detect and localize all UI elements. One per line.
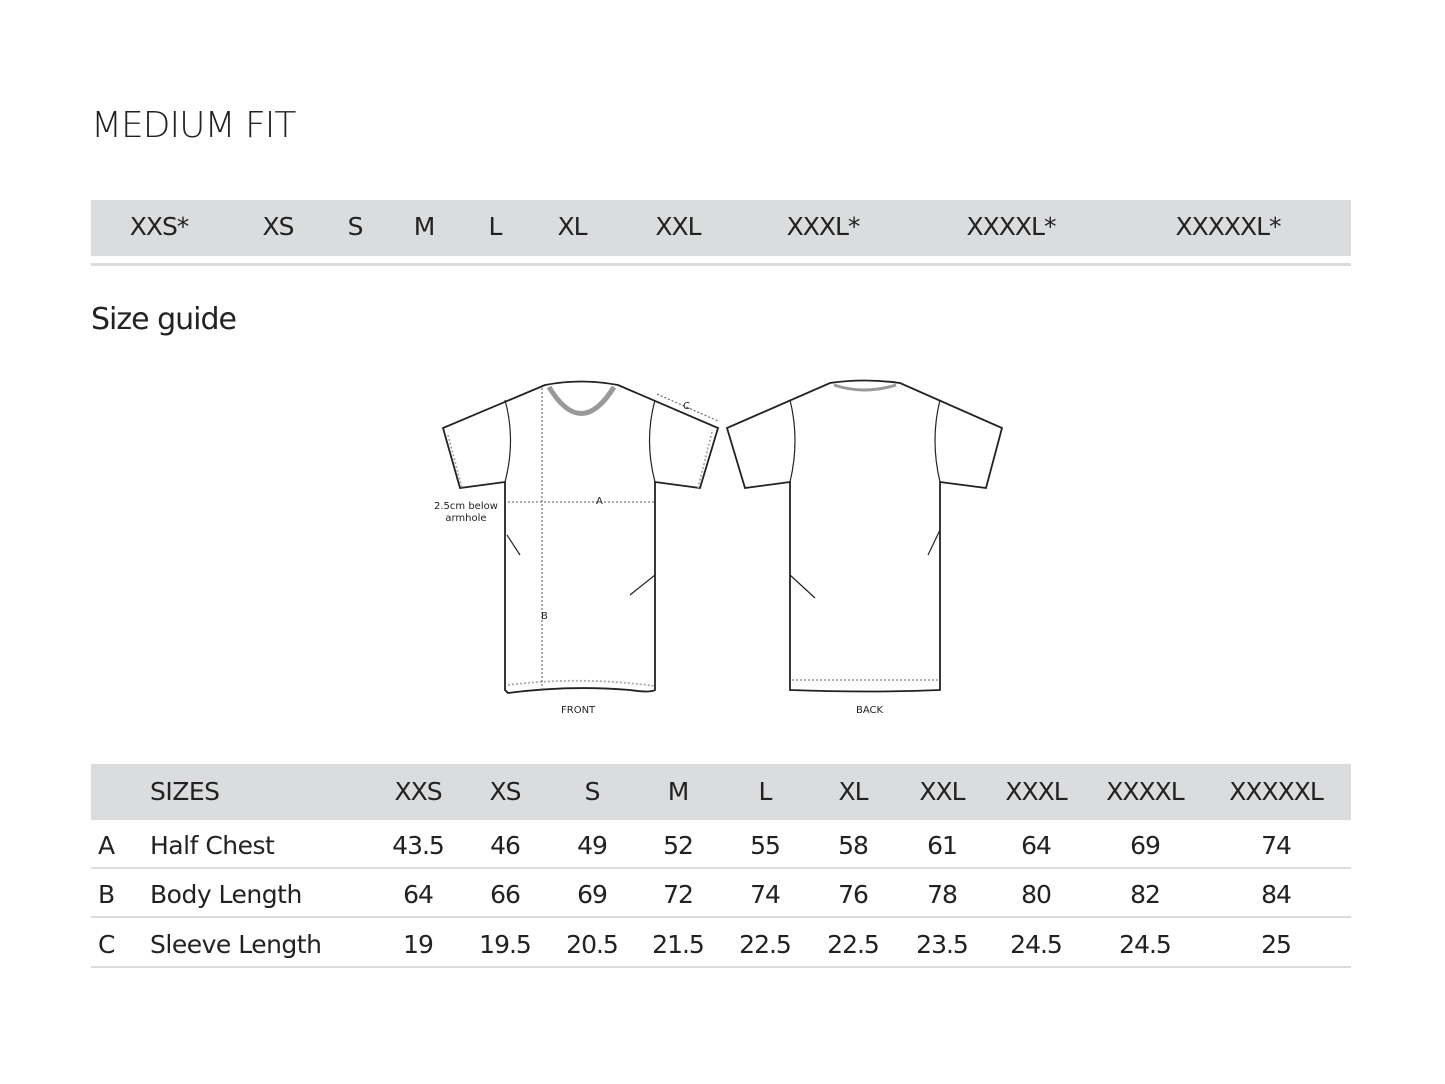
header-cell: XXS	[394, 777, 442, 806]
size-option: XXXL*	[786, 212, 861, 241]
header-cell: XXXL	[1005, 777, 1067, 806]
table-cell: 25	[1261, 930, 1292, 959]
size-option: XXXXXL*	[1175, 212, 1281, 241]
header-sizes: SIZES	[150, 777, 220, 806]
table-cell: 46	[490, 831, 521, 860]
size-option: S	[347, 212, 364, 241]
size-bar	[91, 200, 1351, 256]
size-option: XL	[557, 212, 587, 241]
table-cell: 58	[838, 831, 869, 860]
measure-lines	[508, 388, 719, 690]
divider	[91, 263, 1351, 266]
size-option: XXL	[655, 212, 701, 241]
row-key: B	[98, 880, 115, 909]
table-cell: 24.5	[1119, 930, 1172, 959]
size-table-header	[91, 764, 1351, 820]
table-cell: 55	[750, 831, 781, 860]
table-cell: 24.5	[1010, 930, 1063, 959]
table-cell: 49	[577, 831, 608, 860]
header-cell: S	[584, 777, 601, 806]
table-cell: 52	[663, 831, 694, 860]
size-option: XXXXL*	[966, 212, 1057, 241]
table-cell: 61	[927, 831, 958, 860]
row-divider	[91, 966, 1351, 968]
row-label: Body Length	[150, 880, 302, 909]
label-b: B	[541, 611, 548, 622]
table-cell: 21.5	[652, 930, 705, 959]
table-cell: 22.5	[827, 930, 880, 959]
header-cell: XXL	[919, 777, 965, 806]
table-cell: 64	[1021, 831, 1052, 860]
row-divider	[91, 867, 1351, 869]
table-cell: 84	[1261, 880, 1292, 909]
back-label: BACK	[856, 705, 884, 716]
tshirt-front	[441, 380, 720, 694]
section-subtitle: Size guide	[91, 302, 237, 337]
table-cell: 80	[1021, 880, 1052, 909]
table-cell: 69	[577, 880, 608, 909]
table-cell: 72	[663, 880, 694, 909]
note-line-2: armhole	[445, 513, 487, 524]
table-cell: 19	[403, 930, 434, 959]
table-cell: 82	[1130, 880, 1161, 909]
size-option: M	[413, 212, 436, 241]
table-cell: 64	[403, 880, 434, 909]
header-cell: L	[758, 777, 773, 806]
table-cell: 19.5	[479, 930, 532, 959]
table-cell: 76	[838, 880, 869, 909]
row-key: A	[98, 831, 115, 860]
tshirt-back	[725, 379, 1004, 693]
row-label: Half Chest	[150, 831, 275, 860]
armhole-note: 2.5cm below armhole	[434, 501, 498, 525]
table-cell: 69	[1130, 831, 1161, 860]
row-divider	[91, 916, 1351, 918]
table-cell: 23.5	[916, 930, 969, 959]
size-option: L	[488, 212, 503, 241]
row-key: C	[98, 930, 115, 959]
table-cell: 22.5	[739, 930, 792, 959]
size-option: XS	[262, 212, 295, 241]
label-a: A	[596, 496, 603, 507]
table-cell: 20.5	[566, 930, 619, 959]
front-label: FRONT	[561, 705, 596, 716]
header-cell: XS	[489, 777, 522, 806]
table-cell: 66	[490, 880, 521, 909]
header-cell: M	[667, 777, 690, 806]
table-cell: 43.5	[392, 831, 445, 860]
page-title: MEDIUM FIT	[91, 105, 296, 146]
row-label: Sleeve Length	[150, 930, 322, 959]
table-cell: 74	[1261, 831, 1292, 860]
note-line-1: 2.5cm below	[434, 501, 498, 512]
table-cell: 78	[927, 880, 958, 909]
size-option: XXS*	[129, 212, 190, 241]
header-cell: XXXXL	[1106, 777, 1184, 806]
table-cell: 74	[750, 880, 781, 909]
header-cell: XL	[838, 777, 868, 806]
header-cell: XXXXXL	[1229, 777, 1324, 806]
label-c: C	[683, 401, 690, 412]
